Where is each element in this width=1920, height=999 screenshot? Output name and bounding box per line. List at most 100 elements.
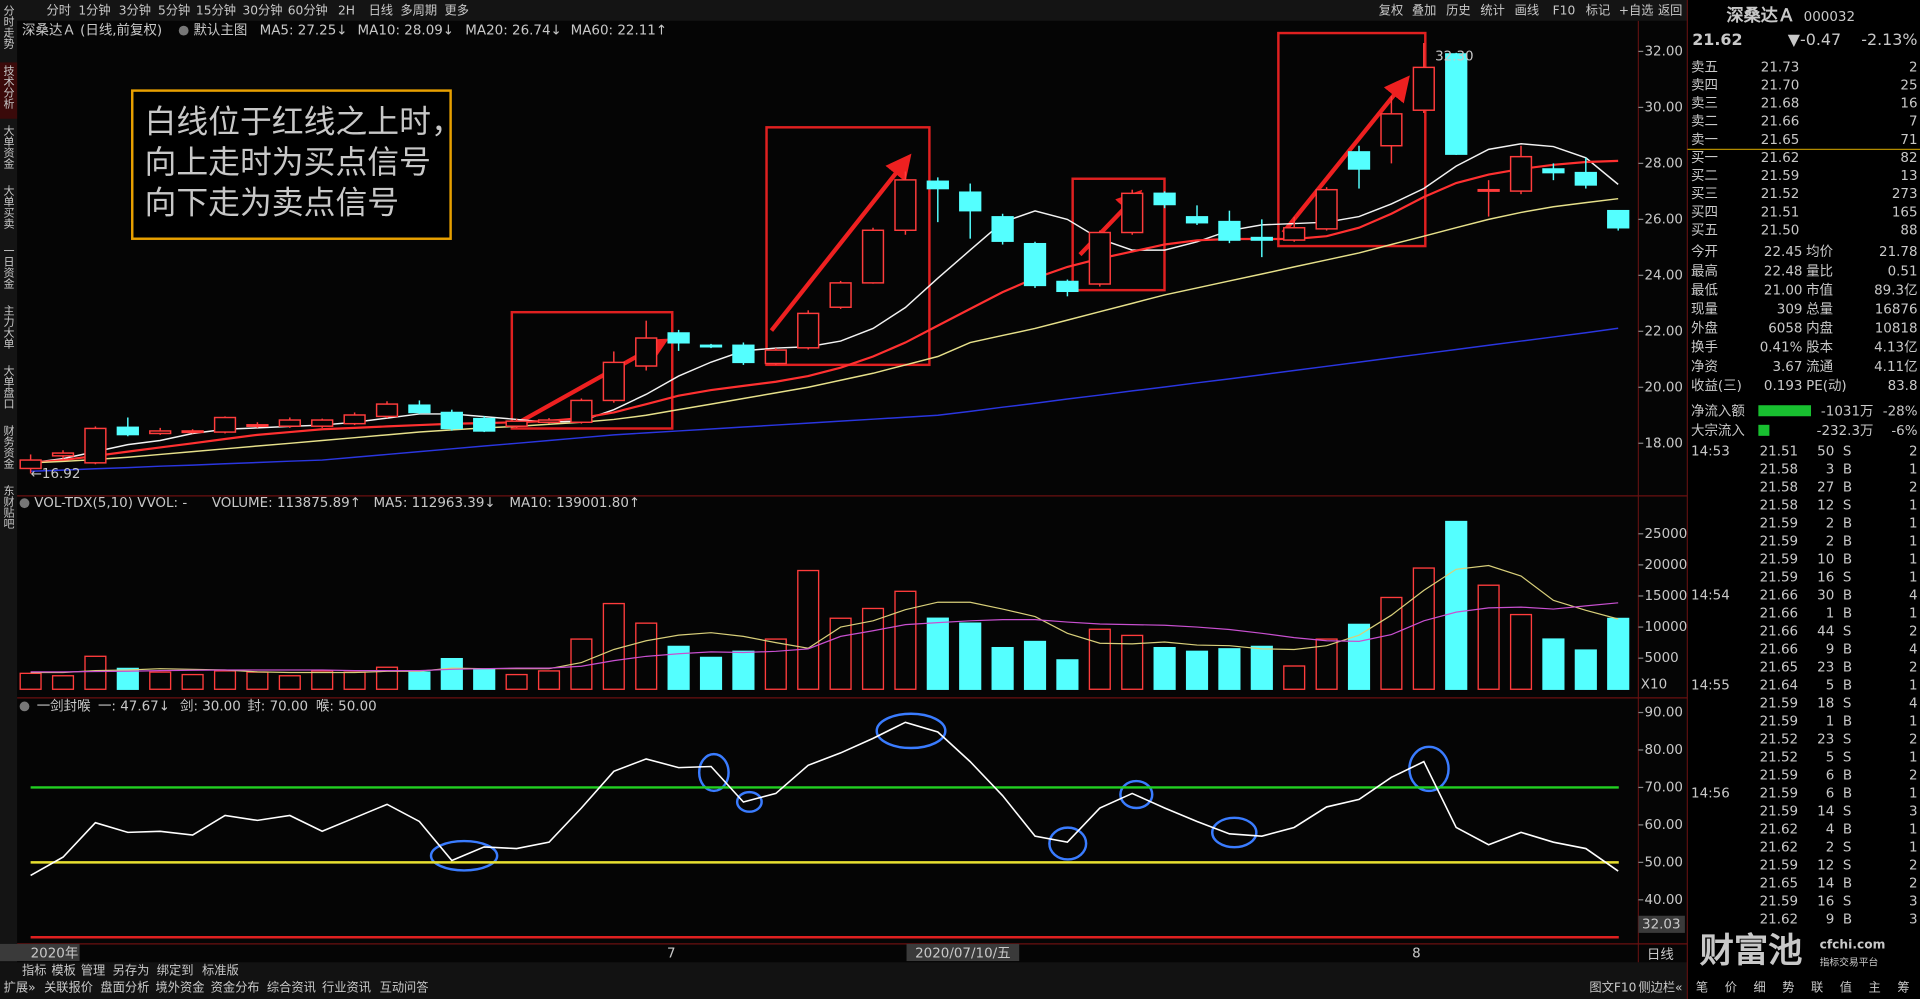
period-button[interactable]: 更多: [444, 4, 468, 18]
chart-tool[interactable]: 标准版: [202, 963, 239, 977]
footer-tab[interactable]: 境外资金: [156, 979, 205, 994]
period-button[interactable]: 3分钟: [119, 3, 151, 18]
tool-button[interactable]: 统计: [1480, 4, 1504, 18]
trade-side: B: [1843, 877, 1852, 892]
icon: [178, 25, 189, 36]
footer-right[interactable]: 图文F10: [1589, 979, 1636, 994]
trade-volume: 16: [1817, 571, 1834, 586]
volume-bar: [699, 656, 723, 690]
quote-tab[interactable]: 笔: [1696, 979, 1708, 994]
period-button[interactable]: 分时: [47, 4, 71, 18]
trade-price: 21.59: [1760, 859, 1799, 874]
candle-body: [1023, 242, 1047, 287]
trade-side: B: [1843, 823, 1852, 838]
tool-button[interactable]: 画线: [1515, 4, 1539, 18]
trade-side: B: [1843, 589, 1852, 604]
sidebar-tab[interactable]: 主力大单: [2, 305, 15, 349]
x-tick-label: 2020年: [31, 946, 79, 962]
chart-tool[interactable]: 绑定到: [157, 962, 194, 977]
book-price: 21.59: [1761, 169, 1800, 184]
sidebar-tab[interactable]: 一日资金: [2, 245, 15, 289]
sidebar-tab[interactable]: 大单盘口: [2, 364, 15, 409]
sidebar-tab[interactable]: 分时走势: [2, 5, 15, 49]
sidebar-tab[interactable]: 东财贴吧: [2, 484, 15, 528]
stat-label: 均价: [1806, 244, 1833, 260]
chart-tool[interactable]: 模板: [51, 963, 75, 977]
tool-button[interactable]: +自选: [1619, 4, 1654, 18]
tool-button[interactable]: 叠加: [1412, 4, 1436, 18]
tool-button[interactable]: 复权: [1379, 4, 1403, 18]
tool-button[interactable]: 返回: [1658, 4, 1682, 18]
stock-name: 深桑达Ａ: [1727, 5, 1796, 26]
x-tick-label: 7: [667, 947, 676, 962]
flow-bar: [1758, 424, 1770, 436]
y-tick-label: 70.00: [1644, 780, 1683, 795]
quote-tab[interactable]: 细: [1753, 980, 1765, 994]
candle-body: [311, 419, 334, 427]
period-button[interactable]: 30分钟: [242, 3, 282, 18]
volume-bar: [829, 617, 852, 690]
footer-tab[interactable]: 综合资讯: [267, 979, 316, 994]
trade-volume: 9: [1826, 913, 1835, 928]
period-button[interactable]: 2H: [338, 4, 355, 18]
candle-body: [116, 426, 139, 436]
candle-body: [375, 403, 399, 418]
trade-side: B: [1843, 661, 1852, 676]
unit-label: X10: [1641, 677, 1667, 692]
candle-body: [505, 420, 528, 427]
trade-count: 2: [1909, 769, 1918, 784]
period-button[interactable]: 60分钟: [288, 3, 328, 18]
footer-tab[interactable]: 关联报价: [44, 979, 93, 994]
trade-volume: 30: [1817, 589, 1834, 604]
trade-side: B: [1843, 463, 1852, 478]
legend-entry: MA10: 139001.80↑: [509, 496, 640, 511]
sidebar-tab[interactable]: 大单资金: [2, 124, 15, 169]
book-price: 21.52: [1761, 187, 1800, 202]
tool-button[interactable]: 标记: [1586, 4, 1610, 18]
quote-tab[interactable]: 值: [1840, 979, 1852, 994]
tool-button[interactable]: F10: [1553, 4, 1576, 18]
footer-tab[interactable]: 扩展»: [4, 980, 36, 994]
sidebar-tab[interactable]: 大单买卖: [2, 184, 15, 230]
sidebar-tab[interactable]: 财务资金: [2, 424, 15, 469]
candle-body: [343, 414, 366, 425]
footer-tab[interactable]: 行业资讯: [322, 980, 371, 994]
book-price: 21.73: [1761, 60, 1800, 75]
trade-side: S: [1843, 571, 1852, 586]
volume-bar: [764, 638, 787, 690]
quote-tab[interactable]: 联: [1811, 980, 1823, 994]
quote-tab[interactable]: 主: [1869, 980, 1881, 994]
trade-count: 2: [1909, 859, 1918, 874]
period-button[interactable]: 15分钟: [196, 3, 236, 18]
quote-tab[interactable]: 价: [1725, 980, 1737, 994]
period-button[interactable]: 5分钟: [158, 3, 190, 18]
footer-tab[interactable]: 资金分布: [211, 979, 260, 994]
quote-tab[interactable]: 势: [1782, 980, 1794, 994]
candle-body: [51, 452, 75, 457]
volume-bar: [19, 672, 42, 690]
volume-bar: [1283, 665, 1306, 690]
book-volume: 71: [1900, 133, 1917, 148]
footer-right[interactable]: 侧边栏«: [1638, 979, 1682, 994]
chart-tool[interactable]: 管理: [81, 962, 105, 977]
footer-tab[interactable]: 盘面分析: [100, 979, 149, 994]
trade-count: 1: [1909, 535, 1918, 550]
trade-count: 2: [1909, 733, 1918, 748]
chart-tool[interactable]: 指标: [22, 962, 46, 977]
tool-button[interactable]: 历史: [1446, 4, 1470, 18]
chart-tool[interactable]: 另存为: [113, 963, 150, 977]
quote-tab[interactable]: 筹: [1897, 980, 1909, 994]
footer-tab[interactable]: 互动问答: [380, 979, 429, 994]
trade-time: 14:54: [1691, 589, 1730, 604]
signal-circle: [1119, 779, 1154, 810]
trade-time: 14:53: [1691, 445, 1730, 460]
stat-value: 22.48: [1764, 264, 1803, 279]
candle-body: [1185, 216, 1209, 224]
period-button[interactable]: 日线: [369, 4, 393, 18]
sidebar-tab[interactable]: 技术分析: [2, 65, 15, 110]
trade-side: B: [1843, 787, 1852, 802]
period-button[interactable]: 1分钟: [78, 3, 110, 18]
period-button[interactable]: 多周期: [400, 4, 437, 18]
candle-body: [764, 349, 787, 365]
candle-body: [1315, 188, 1338, 230]
